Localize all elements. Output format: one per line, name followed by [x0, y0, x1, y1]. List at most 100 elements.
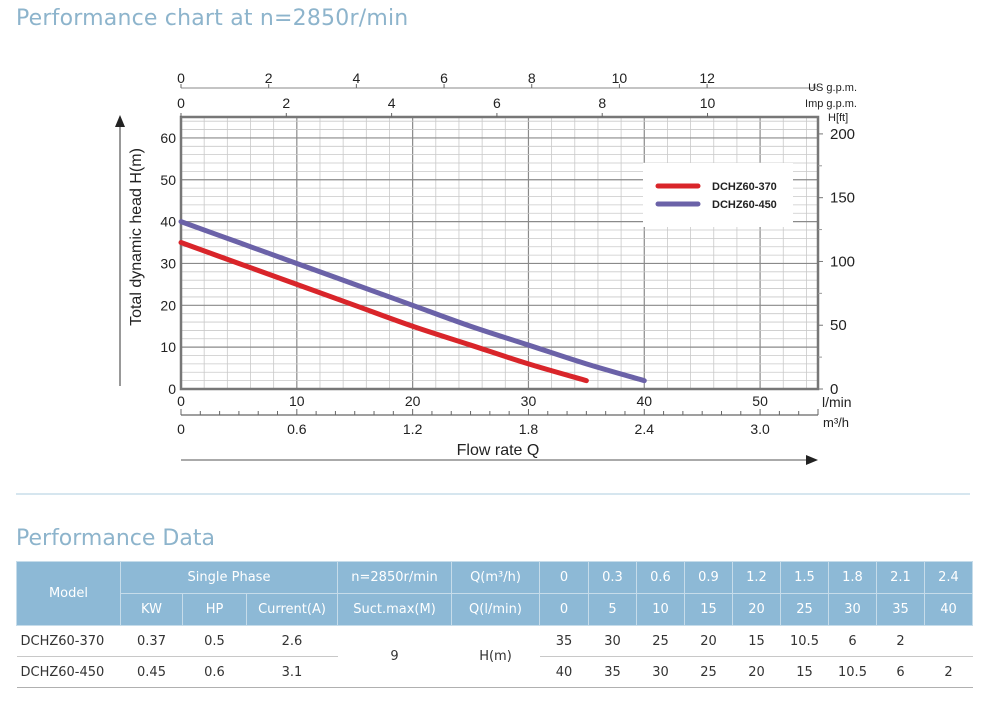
x-tick-label-m3h: 0	[177, 421, 185, 437]
suct-cell: 9	[337, 625, 452, 688]
us-gpm-tick-label: 0	[177, 70, 185, 86]
us-gpm-tick-label: 6	[440, 70, 448, 86]
q-m3h-cell: 0.9	[684, 561, 733, 594]
header-q-lmin: Q(l/min)	[451, 593, 540, 626]
imp-gpm-unit: Imp g.p.m.	[805, 98, 857, 110]
y-axis-arrowhead-icon	[115, 115, 125, 127]
h-label-cell: H(m)	[451, 625, 540, 688]
series-line-dchz60-370	[178, 240, 589, 384]
h-cell: 30	[636, 656, 685, 688]
us-gpm-tick-label: 12	[699, 70, 715, 86]
q-lmin-cell: 20	[732, 593, 781, 626]
kw-cell: 0.37	[120, 625, 183, 657]
h-cell: 35	[539, 625, 589, 657]
header-hp: HP	[182, 593, 247, 626]
model-cell: DCHZ60-370	[16, 625, 121, 657]
y-tick-label: 60	[160, 130, 176, 146]
ft-tick-label: 200	[830, 126, 855, 143]
q-lmin-cell: 0	[539, 593, 589, 626]
header-current: Current(A)	[246, 593, 338, 626]
imp-gpm-tick-label: 8	[598, 95, 606, 111]
q-lmin-cell: 25	[780, 593, 829, 626]
imp-gpm-tick-label: 2	[282, 95, 290, 111]
us-gpm-tick-label: 4	[352, 70, 360, 86]
x-tick-label-m3h: 0.6	[287, 421, 307, 437]
legend-box	[643, 163, 793, 227]
header-q-m3h: Q(m³/h)	[451, 561, 540, 594]
chart-grid	[179, 115, 820, 391]
h-cell: 35	[588, 656, 637, 688]
h-cell: 2	[876, 625, 925, 657]
us-gpm-tick-label: 10	[612, 70, 628, 86]
hp-cell: 0.5	[182, 625, 247, 657]
q-m3h-cell: 2.1	[876, 561, 925, 594]
legend-label: DCHZ60-370	[712, 181, 777, 193]
us-gpm-tick-label: 2	[265, 70, 273, 86]
q-lmin-cell: 40	[924, 593, 973, 626]
q-m3h-cell: 0.6	[636, 561, 685, 594]
x-tick-label-m3h: 3.0	[750, 421, 770, 437]
table-row: DCHZ60-450 0.45 0.6 3.1 40 35 30 25 20 1…	[16, 656, 973, 688]
y-tick-label: 10	[160, 339, 176, 355]
x-tick-label-lmin: 10	[289, 393, 305, 409]
x-unit-lmin: l/min	[822, 394, 852, 410]
x-tick-label-lmin: 0	[177, 393, 185, 409]
imp-gpm-tick-label: 10	[700, 95, 716, 111]
header-model: Model	[16, 561, 121, 626]
header-suct: Suct.max(M)	[337, 593, 452, 626]
x-tick-label-lmin: 30	[521, 393, 537, 409]
y-tick-label: 30	[160, 255, 176, 271]
x-tick-label-m3h: 1.8	[519, 421, 539, 437]
us-gpm-tick-label: 8	[528, 70, 536, 86]
h-cell: 30	[588, 625, 637, 657]
q-m3h-cell: 1.5	[780, 561, 829, 594]
x-tick-label-m3h: 2.4	[635, 421, 655, 437]
h-cell: 25	[684, 656, 733, 688]
header-single-phase: Single Phase	[120, 561, 338, 594]
y-tick-label: 20	[160, 297, 176, 313]
q-m3h-cell: 1.2	[732, 561, 781, 594]
h-cell: 6	[876, 656, 925, 688]
h-cell: 20	[732, 656, 781, 688]
table-header-row-1: Model Single Phase n=2850r/min Q(m³/h) 0…	[16, 561, 973, 626]
h-cell: 25	[636, 625, 685, 657]
h-cell	[924, 625, 973, 657]
q-lmin-cell: 30	[828, 593, 877, 626]
ft-tick-label: 50	[830, 317, 847, 334]
ft-unit-label: H[ft]	[828, 112, 848, 124]
imp-gpm-tick-label: 0	[177, 95, 185, 111]
x-tick-label-m3h: 1.2	[403, 421, 423, 437]
x-unit-m3h: m³/h	[823, 415, 849, 430]
q-m3h-cell: 0	[539, 561, 589, 594]
performance-table: Model Single Phase n=2850r/min Q(m³/h) 0…	[16, 561, 973, 688]
q-m3h-cell: 0.3	[588, 561, 637, 594]
legend-label: DCHZ60-450	[712, 199, 777, 211]
h-cell: 40	[539, 656, 589, 688]
chart-legend: DCHZ60-370 DCHZ60-450	[643, 163, 793, 227]
ft-tick-label: 150	[830, 190, 855, 207]
current-cell: 2.6	[246, 625, 338, 657]
y-tick-label: 0	[168, 381, 176, 397]
hp-cell: 0.6	[182, 656, 247, 688]
header-kw: KW	[120, 593, 183, 626]
h-cell: 2	[924, 656, 973, 688]
us-gpm-unit: US g.p.m.	[808, 82, 857, 94]
model-cell: DCHZ60-450	[16, 656, 121, 688]
current-cell: 3.1	[246, 656, 338, 688]
x-tick-label-lmin: 20	[405, 393, 421, 409]
x-tick-label-lmin: 40	[636, 393, 652, 409]
x-tick-label-lmin: 50	[752, 393, 768, 409]
q-lmin-cell: 10	[636, 593, 685, 626]
chart-curves	[178, 219, 647, 384]
h-cell: 6	[828, 625, 877, 657]
x-axis-arrowhead-icon	[806, 455, 818, 465]
kw-cell: 0.45	[120, 656, 183, 688]
y-tick-label: 40	[160, 214, 176, 230]
imp-gpm-tick-label: 4	[388, 95, 396, 111]
header-speed: n=2850r/min	[337, 561, 452, 594]
chart-title: Performance chart at n=2850r/min	[16, 6, 409, 31]
h-cell: 20	[684, 625, 733, 657]
q-lmin-cell: 15	[684, 593, 733, 626]
plot-area	[181, 117, 818, 389]
